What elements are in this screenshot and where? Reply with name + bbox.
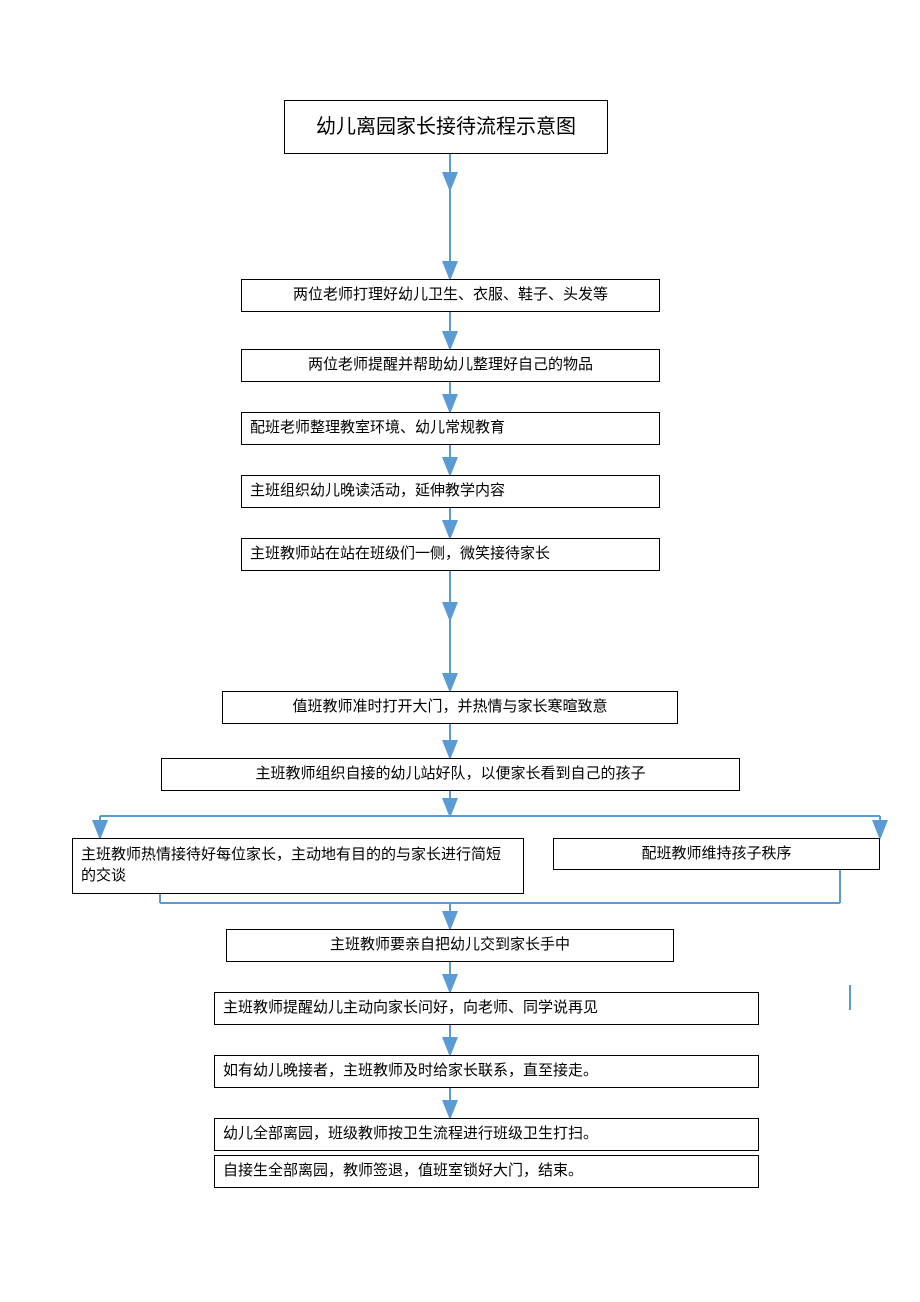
flow-step-10: 如有幼儿晚接者，主班教师及时给家长联系，直至接走。 bbox=[214, 1055, 759, 1088]
flow-step-11: 幼儿全部离园，班级教师按卫生流程进行班级卫生打扫。 bbox=[214, 1118, 759, 1151]
flow-branch-right: 配班教师维持孩子秩序 bbox=[553, 838, 880, 870]
flow-step-7: 主班教师组织自接的幼儿站好队，以便家长看到自己的孩子 bbox=[161, 758, 740, 791]
flow-branch-left: 主班教师热情接待好每位家长，主动地有目的的与家长进行简短的交谈 bbox=[72, 838, 524, 894]
flow-step-9: 主班教师提醒幼儿主动向家长问好，向老师、同学说再见 bbox=[214, 992, 759, 1025]
flow-step-4: 主班组织幼儿晚读活动，延伸教学内容 bbox=[241, 475, 660, 508]
flow-step-1: 两位老师打理好幼儿卫生、衣服、鞋子、头发等 bbox=[241, 279, 660, 312]
flow-step-8: 主班教师要亲自把幼儿交到家长手中 bbox=[226, 929, 674, 962]
flow-step-5: 主班教师站在站在班级们一侧，微笑接待家长 bbox=[241, 538, 660, 571]
flow-step-6: 值班教师准时打开大门，并热情与家长寒暄致意 bbox=[222, 691, 678, 724]
flow-step-3: 配班老师整理教室环境、幼儿常规教育 bbox=[241, 412, 660, 445]
flow-title: 幼儿离园家长接待流程示意图 bbox=[284, 100, 608, 154]
flow-connectors bbox=[0, 0, 920, 1302]
flow-step-12: 自接生全部离园，教师签退，值班室锁好大门，结束。 bbox=[214, 1155, 759, 1188]
flow-step-2: 两位老师提醒并帮助幼儿整理好自己的物品 bbox=[241, 349, 660, 382]
